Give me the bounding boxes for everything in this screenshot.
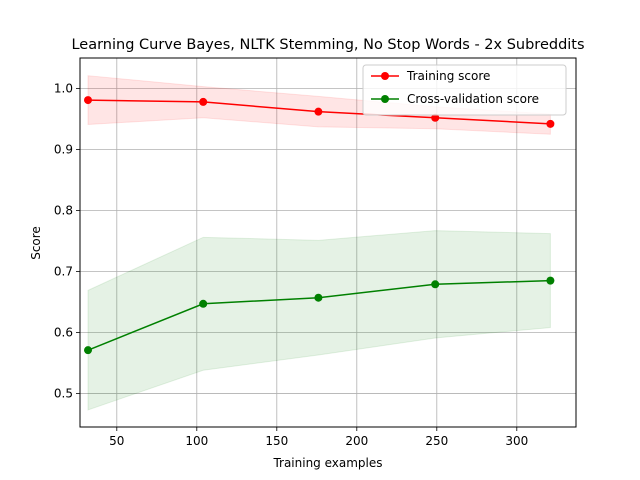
x-axis-title: Training examples bbox=[272, 456, 382, 470]
y-tick-label: 0.5 bbox=[54, 386, 73, 400]
x-tick-label: 100 bbox=[185, 434, 208, 448]
y-tick-label: 0.7 bbox=[54, 264, 73, 278]
series-points bbox=[84, 96, 555, 355]
cross-validation-score-legend-label: Cross-validation score bbox=[407, 92, 539, 106]
legend: Training score Cross-validation score bbox=[362, 64, 567, 116]
x-axis-ticks: 50 100 150 200 250 300 bbox=[109, 427, 528, 448]
training-score-legend-label: Training score bbox=[406, 69, 490, 83]
training-score-point bbox=[199, 97, 208, 106]
chart-title: Learning Curve Bayes, NLTK Stemming, No … bbox=[71, 37, 584, 53]
y-axis-title: Score bbox=[29, 226, 43, 260]
y-axis-ticks: 0.5 0.6 0.7 0.8 0.9 1.0 bbox=[54, 81, 80, 400]
y-tick-label: 0.8 bbox=[54, 203, 73, 217]
plot-frame bbox=[79, 57, 577, 428]
cross-validation-score-point bbox=[431, 280, 440, 289]
training-score-point bbox=[431, 113, 440, 122]
y-tick-label: 0.6 bbox=[54, 325, 73, 339]
cross-validation-score-point bbox=[199, 299, 208, 308]
training-score-point bbox=[314, 107, 323, 116]
grid-lines bbox=[80, 58, 576, 427]
confidence-bands bbox=[87, 75, 551, 411]
x-tick-label: 250 bbox=[425, 434, 448, 448]
training-score-point bbox=[546, 119, 555, 128]
x-tick-label: 300 bbox=[505, 434, 528, 448]
x-tick-label: 150 bbox=[265, 434, 288, 448]
x-tick-label: 200 bbox=[345, 434, 368, 448]
training-score-legend-marker bbox=[381, 72, 389, 80]
x-tick-label: 50 bbox=[109, 434, 124, 448]
training-score-point bbox=[84, 96, 92, 105]
y-tick-label: 1.0 bbox=[54, 81, 73, 95]
cross-validation-score-band bbox=[87, 230, 551, 411]
y-tick-label: 0.9 bbox=[54, 142, 73, 156]
cross-validation-score-point bbox=[84, 346, 92, 355]
cross-validation-score-point bbox=[314, 293, 323, 302]
legend-box bbox=[362, 64, 567, 116]
cross-validation-score-legend-marker bbox=[381, 95, 389, 103]
cross-validation-score-point bbox=[546, 276, 555, 285]
